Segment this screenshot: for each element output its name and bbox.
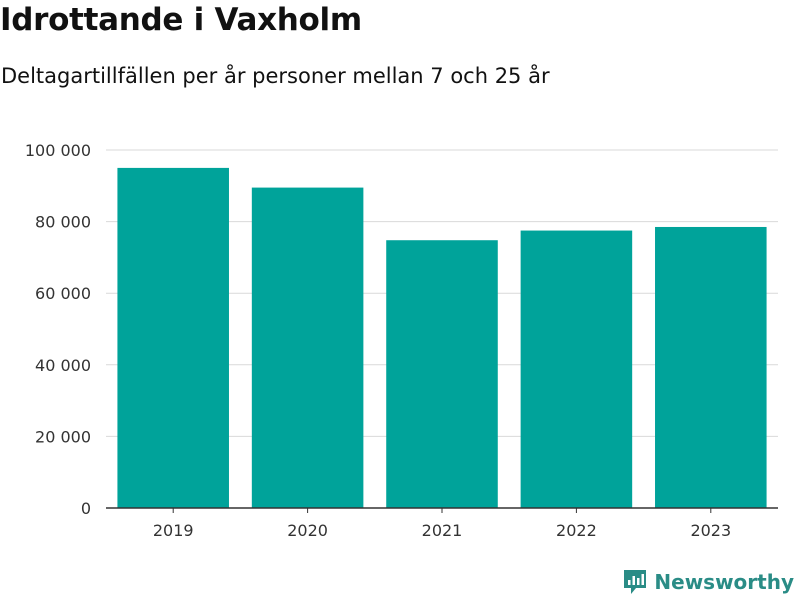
x-tick-label: 2021: [422, 521, 463, 540]
y-tick-label: 60 000: [35, 284, 91, 303]
y-tick-label: 20 000: [35, 427, 91, 446]
bar: [251, 187, 364, 508]
chart-subtitle: Deltagartillfällen per år personer mella…: [1, 64, 550, 88]
newsworthy-logo-icon: [624, 570, 647, 594]
brand: Newsworthy: [622, 568, 794, 596]
bar: [386, 240, 498, 508]
x-tick-label: 2020: [287, 521, 328, 540]
y-tick-label: 80 000: [35, 213, 91, 232]
x-tick-label: 2023: [690, 521, 731, 540]
x-tick-label: 2019: [153, 521, 194, 540]
bar: [655, 226, 767, 508]
bar: [117, 167, 229, 508]
bar: [520, 230, 633, 509]
y-tick-label: 0: [81, 499, 91, 518]
y-tick-label: 40 000: [35, 356, 91, 375]
brand-name: Newsworthy: [654, 570, 794, 594]
y-tick-label: 100 000: [25, 141, 91, 160]
x-tick-label: 2022: [556, 521, 597, 540]
chart-title: Idrottande i Vaxholm: [0, 2, 362, 38]
